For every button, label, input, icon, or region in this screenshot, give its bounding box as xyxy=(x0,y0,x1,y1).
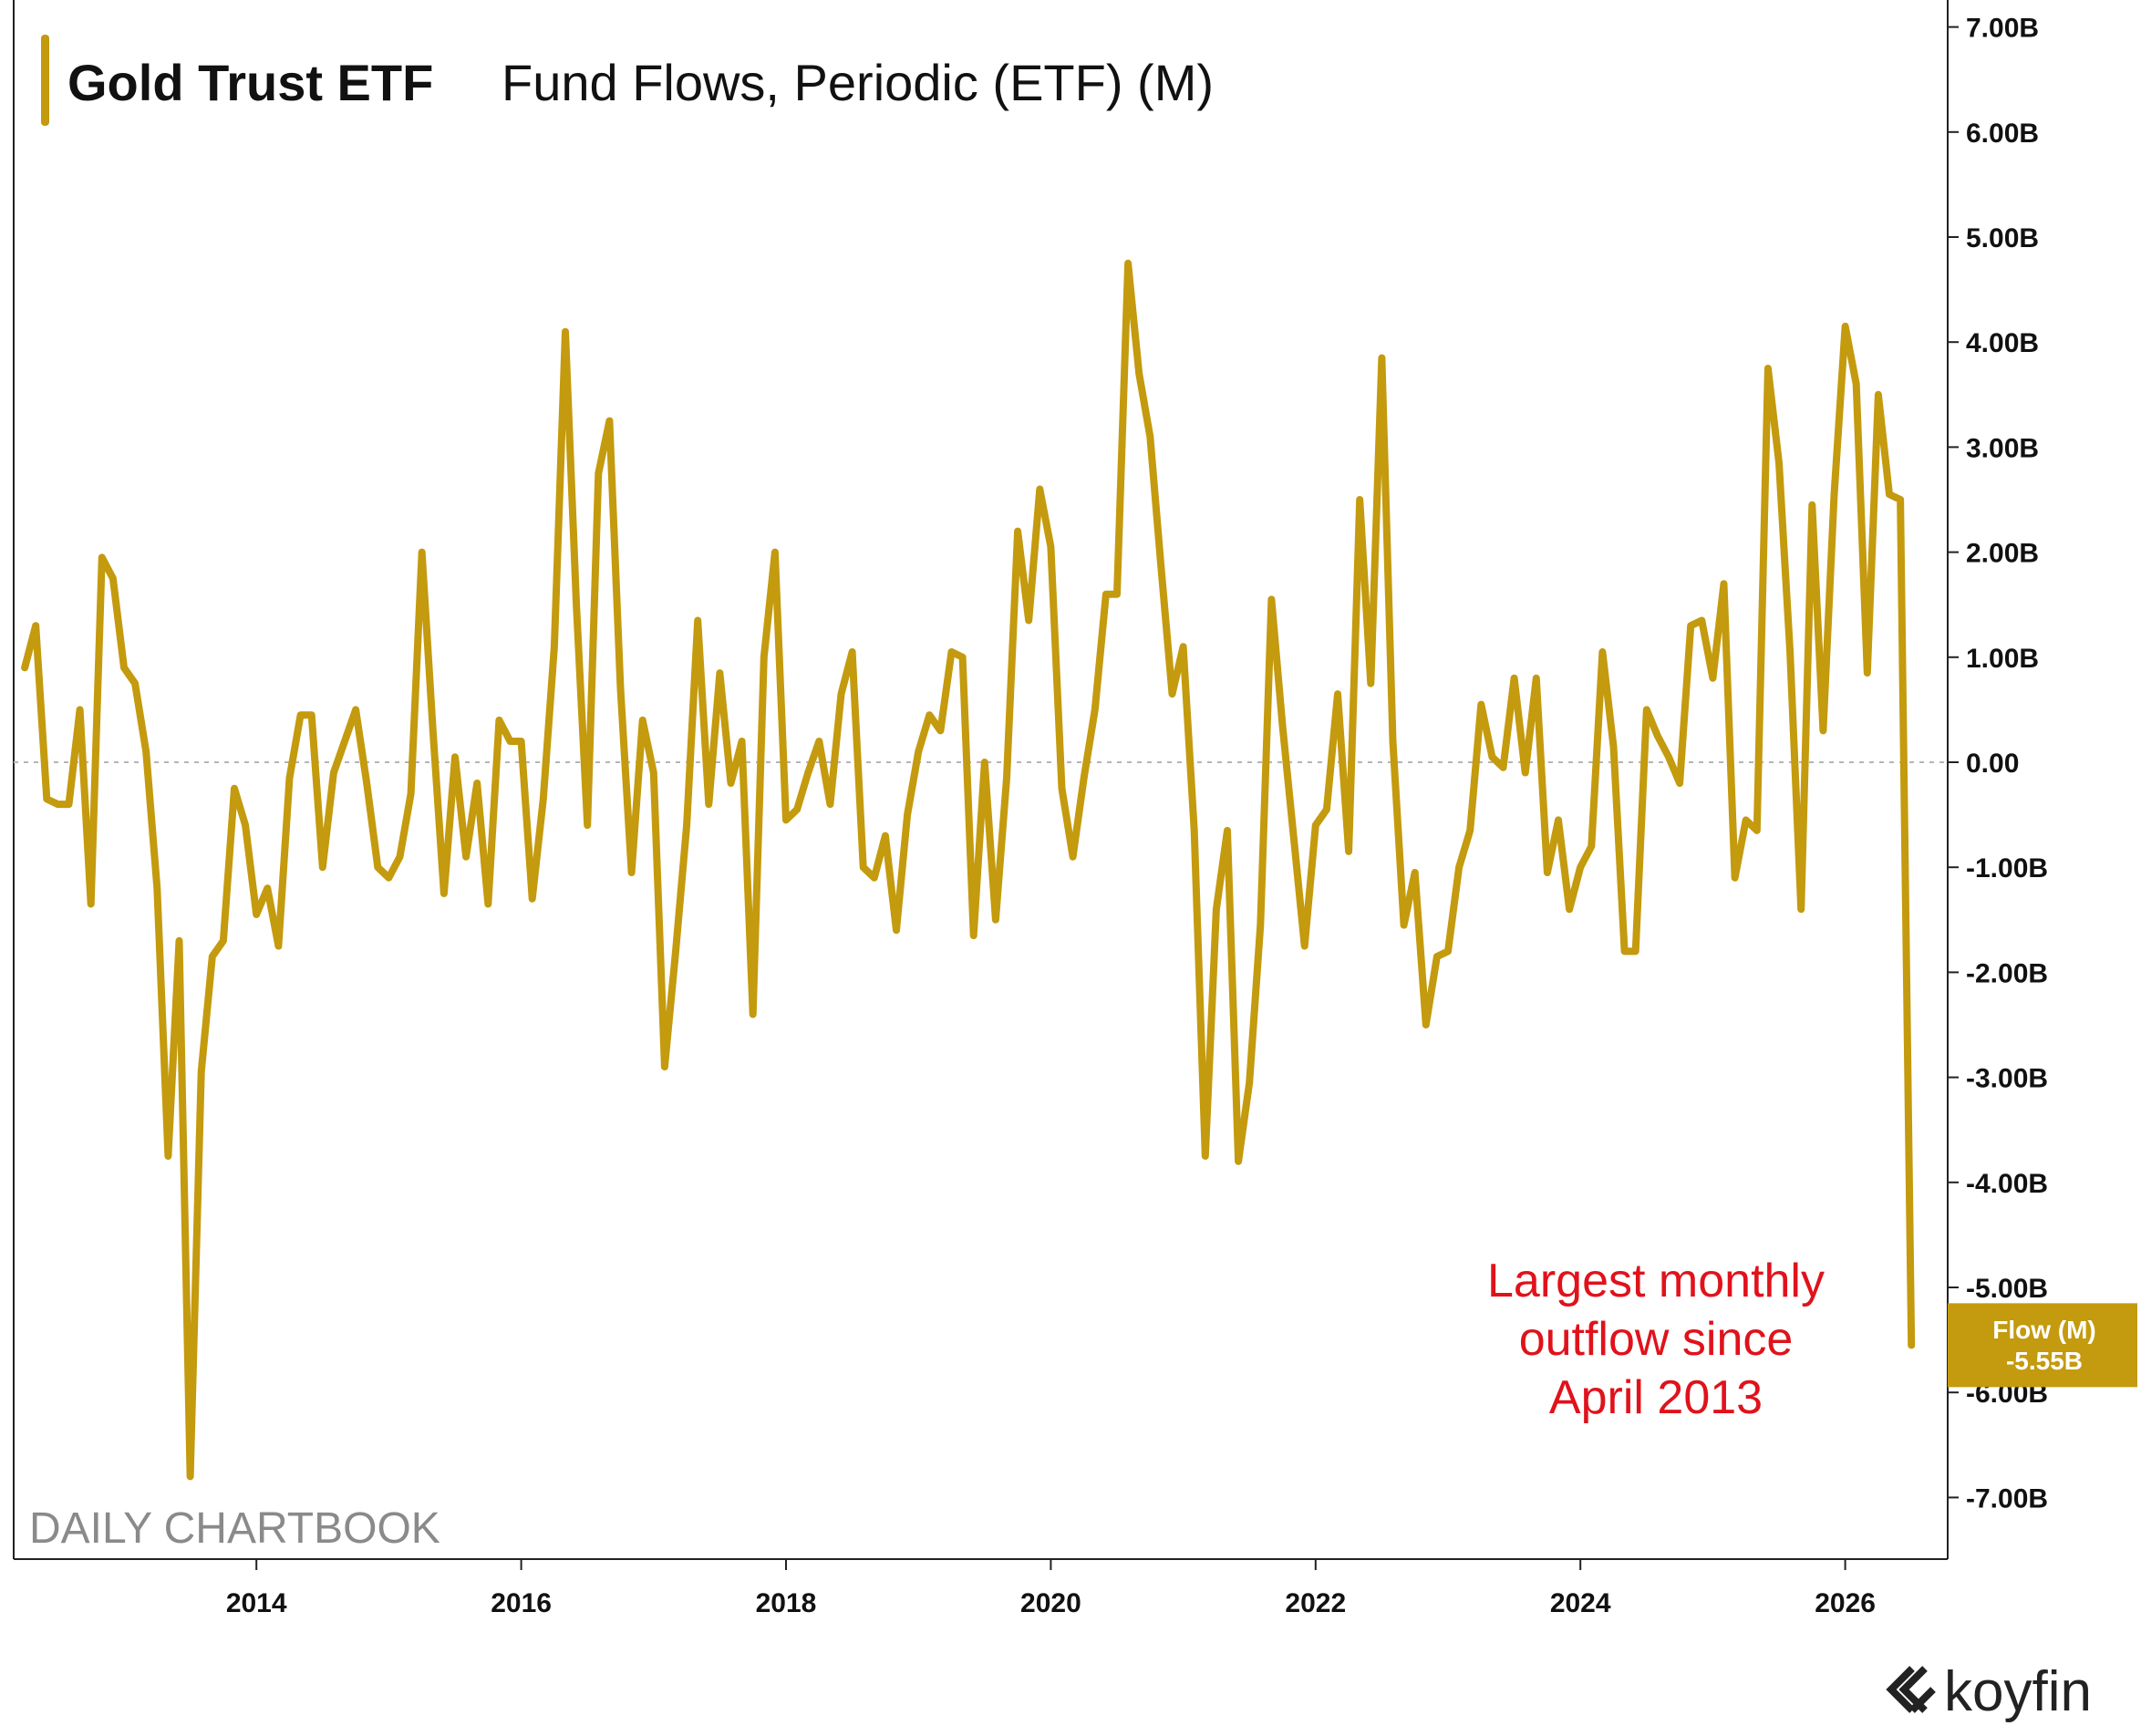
y-tick-label: -3.00B xyxy=(1966,1064,2048,1094)
x-tick-label: 2024 xyxy=(1550,1588,1611,1618)
annotation-line-3: April 2013 xyxy=(1549,1371,1763,1424)
koyfin-logo-text: koyfin xyxy=(1944,1660,2092,1723)
annotation-line-1: Largest monthly xyxy=(1487,1255,1825,1307)
y-tick-label: 4.00B xyxy=(1966,328,2039,358)
title-bold: Gold Trust ETF xyxy=(67,54,433,111)
y-tick-label: -1.00B xyxy=(1966,853,2048,884)
title-color-marker xyxy=(41,35,49,126)
y-tick-label: -4.00B xyxy=(1966,1169,2048,1199)
y-tick-label: 1.00B xyxy=(1966,644,2039,674)
badge-value: -5.55B xyxy=(2006,1347,2083,1375)
x-tick-label: 2016 xyxy=(491,1588,552,1618)
badge-label: Flow (M) xyxy=(1992,1316,2096,1344)
y-tick-label: 6.00B xyxy=(1966,119,2039,149)
x-tick-label: 2014 xyxy=(226,1588,287,1618)
x-tick-label: 2026 xyxy=(1815,1588,1876,1618)
koyfin-logo: koyfin xyxy=(1886,1660,2092,1723)
y-tick-label: 0.00 xyxy=(1966,749,2019,779)
y-tick-label: -5.00B xyxy=(1966,1274,2048,1304)
title-regular: Fund Flows, Periodic (ETF) (M) xyxy=(502,54,1214,111)
x-tick-label: 2020 xyxy=(1020,1588,1081,1618)
y-tick-label: 5.00B xyxy=(1966,223,2039,253)
koyfin-logo-icon xyxy=(1886,1666,1936,1713)
x-axis: 2014 2016 2018 2020 2022 2024 2026 xyxy=(226,1559,1876,1618)
annotation-line-2: outflow since xyxy=(1519,1313,1794,1366)
y-tick-label: 2.00B xyxy=(1966,539,2039,569)
y-tick-label: -7.00B xyxy=(1966,1483,2048,1514)
x-tick-label: 2018 xyxy=(756,1588,817,1618)
watermark: DAILY CHARTBOOK xyxy=(29,1504,440,1553)
x-tick-label: 2022 xyxy=(1285,1588,1346,1618)
y-tick-label: -2.00B xyxy=(1966,958,2048,988)
y-axis: 7.00B 6.00B 5.00B 4.00B 3.00B 2.00B 1.00B 0.00 -… xyxy=(1948,14,2048,1514)
y-tick-label: 3.00B xyxy=(1966,433,2039,463)
last-value-badge: Flow (M) -5.55B xyxy=(1948,1303,2137,1388)
badge-background xyxy=(1948,1303,2137,1388)
series-line-flow xyxy=(21,259,1916,1481)
y-tick-label: 7.00B xyxy=(1966,14,2039,44)
